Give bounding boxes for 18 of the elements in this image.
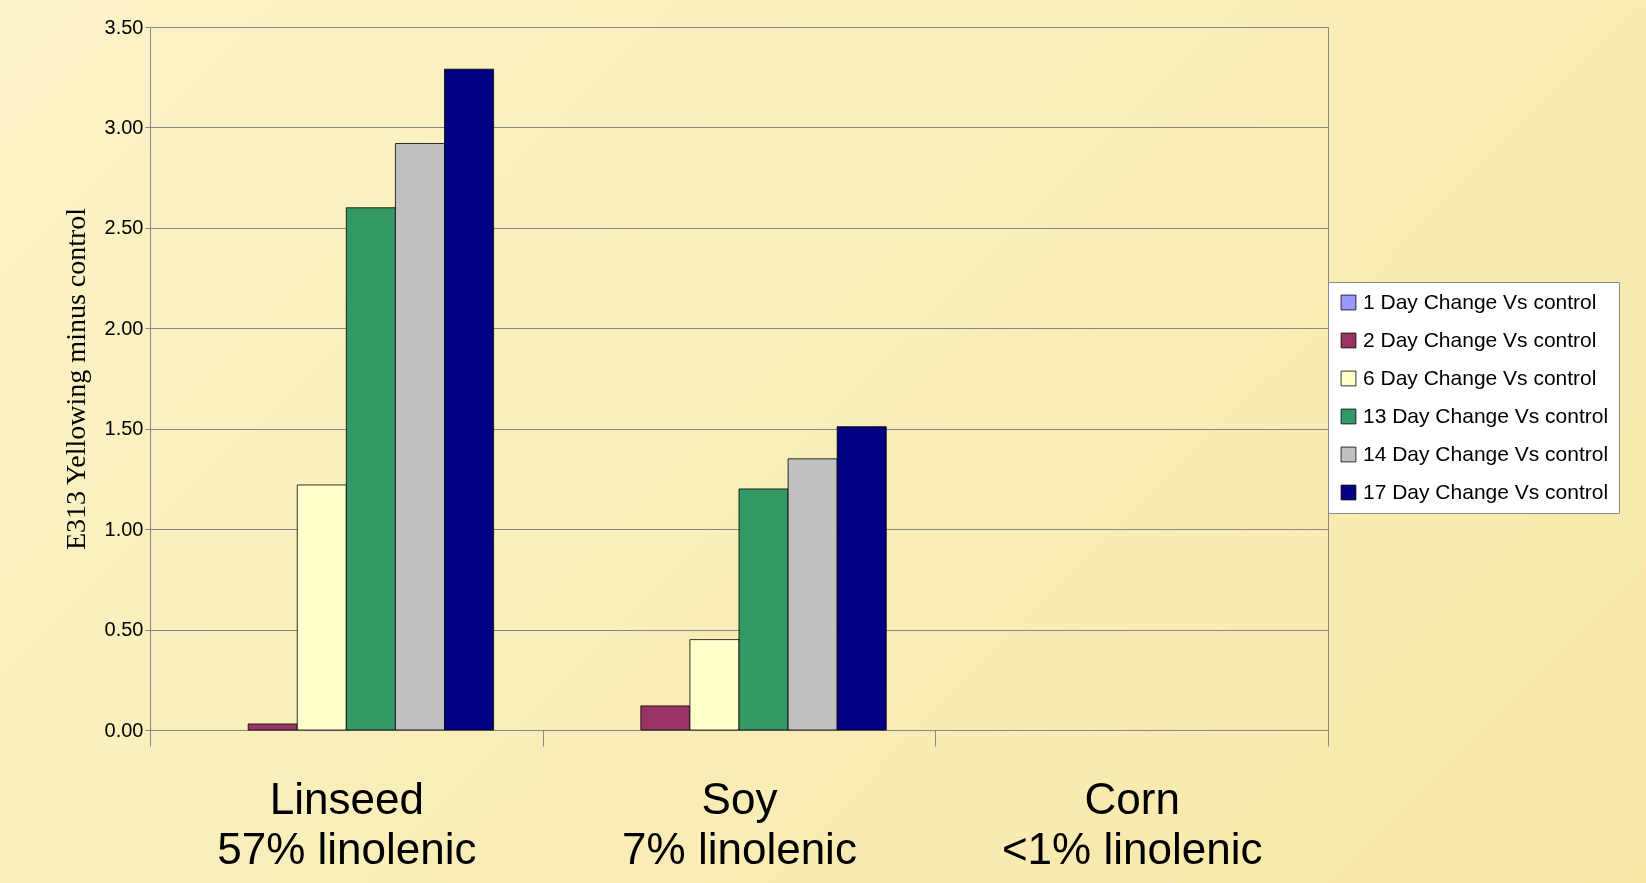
x-tick-label: Soy 7% linolenic: [622, 773, 857, 873]
x-tick-label: Linseed 57% linolenic: [217, 773, 477, 873]
x-tick-label: Corn <1% linolenic: [1001, 773, 1263, 873]
y-axis-title: E313 Yellowing minus control: [59, 207, 91, 551]
y-tick-label: 3.50: [104, 15, 144, 38]
y-tick-label: 3.00: [104, 115, 144, 138]
legend-label: 6 Day Change Vs control: [1363, 365, 1597, 389]
legend-label: 13 Day Change Vs control: [1363, 403, 1609, 427]
legend-label: 17 Day Change Vs control: [1363, 479, 1609, 503]
y-tick-label: 1.00: [104, 517, 144, 540]
y-tick-label: 2.50: [104, 216, 144, 239]
legend-label: 2 Day Change Vs control: [1363, 327, 1597, 351]
y-tick-label: 0.50: [104, 618, 144, 641]
y-tick-label: 1.50: [104, 417, 144, 440]
y-tick-label: 2.00: [104, 316, 144, 339]
y-tick-label: 0.00: [104, 718, 144, 741]
legend-label: 1 Day Change Vs control: [1363, 289, 1597, 313]
legend-label: 14 Day Change Vs control: [1363, 441, 1609, 465]
